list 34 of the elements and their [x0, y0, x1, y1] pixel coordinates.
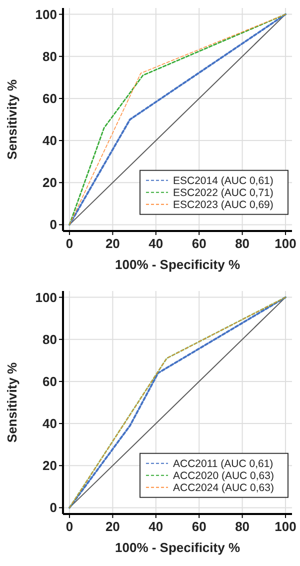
x-tick-label: 100 — [274, 519, 296, 534]
y-tick-label: 0 — [50, 217, 57, 232]
legend-label: ESC2023 (AUC 0,69) — [173, 199, 274, 212]
y-axis-title: Sensitivity % — [4, 362, 20, 443]
legend-label: ESC2022 (AUC 0,71) — [173, 187, 274, 200]
x-axis-title: 100% - Specificity % — [115, 540, 240, 555]
x-tick-label: 0 — [66, 236, 74, 251]
x-tick-label: 0 — [66, 519, 74, 534]
y-tick-label: 40 — [42, 416, 57, 432]
x-axis-title: 100% - Specificity % — [115, 257, 240, 272]
y-axis-title: Sensitivity % — [4, 78, 20, 160]
legend-label: ESC2014 (AUC 0,61) — [173, 175, 274, 188]
x-tick-label: 60 — [192, 519, 206, 534]
y-tick-label: 0 — [50, 500, 57, 516]
x-tick-label: 80 — [235, 236, 250, 251]
y-tick-label: 40 — [42, 133, 57, 148]
y-tick-label: 100 — [35, 6, 57, 22]
y-tick-label: 20 — [42, 458, 57, 474]
x-tick-label: 40 — [148, 236, 164, 251]
y-tick-label: 80 — [42, 332, 57, 347]
y-tick-label: 20 — [42, 175, 57, 190]
x-tick-label: 60 — [192, 236, 206, 251]
x-tick-label: 40 — [148, 519, 164, 534]
legend-label: ACC2011 (AUC 0,61) — [173, 458, 274, 470]
y-tick-label: 100 — [35, 290, 57, 305]
y-tick-label: 60 — [42, 374, 57, 390]
x-tick-label: 20 — [105, 236, 120, 251]
y-tick-label: 80 — [42, 48, 57, 64]
x-tick-label: 100 — [274, 236, 296, 251]
x-tick-label: 20 — [105, 519, 120, 534]
x-tick-label: 80 — [235, 519, 250, 534]
legend-label: ACC2024 (AUC 0,63) — [173, 482, 274, 494]
y-tick-label: 60 — [42, 91, 57, 106]
legend-label: ACC2020 (AUC 0,63) — [173, 470, 274, 482]
